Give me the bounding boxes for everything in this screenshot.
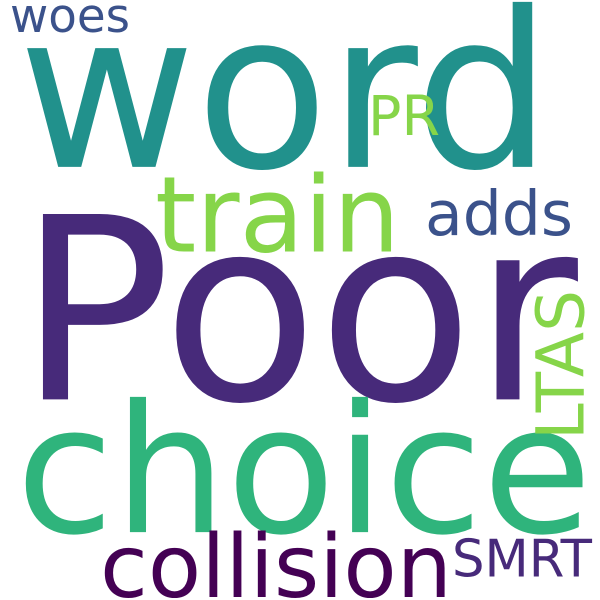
word-train: train (155, 153, 400, 277)
word-word: word (18, 0, 552, 219)
word-smrt: SMRT (452, 529, 592, 590)
word-adds: adds (425, 178, 573, 251)
word-collision: collision (100, 515, 452, 600)
word-choice: choice (16, 367, 592, 575)
word-poor: Poor (18, 163, 578, 460)
word-pr: PR (368, 84, 440, 149)
word-ltas: LTAS (522, 290, 600, 440)
word-woes: woes (10, 0, 130, 45)
